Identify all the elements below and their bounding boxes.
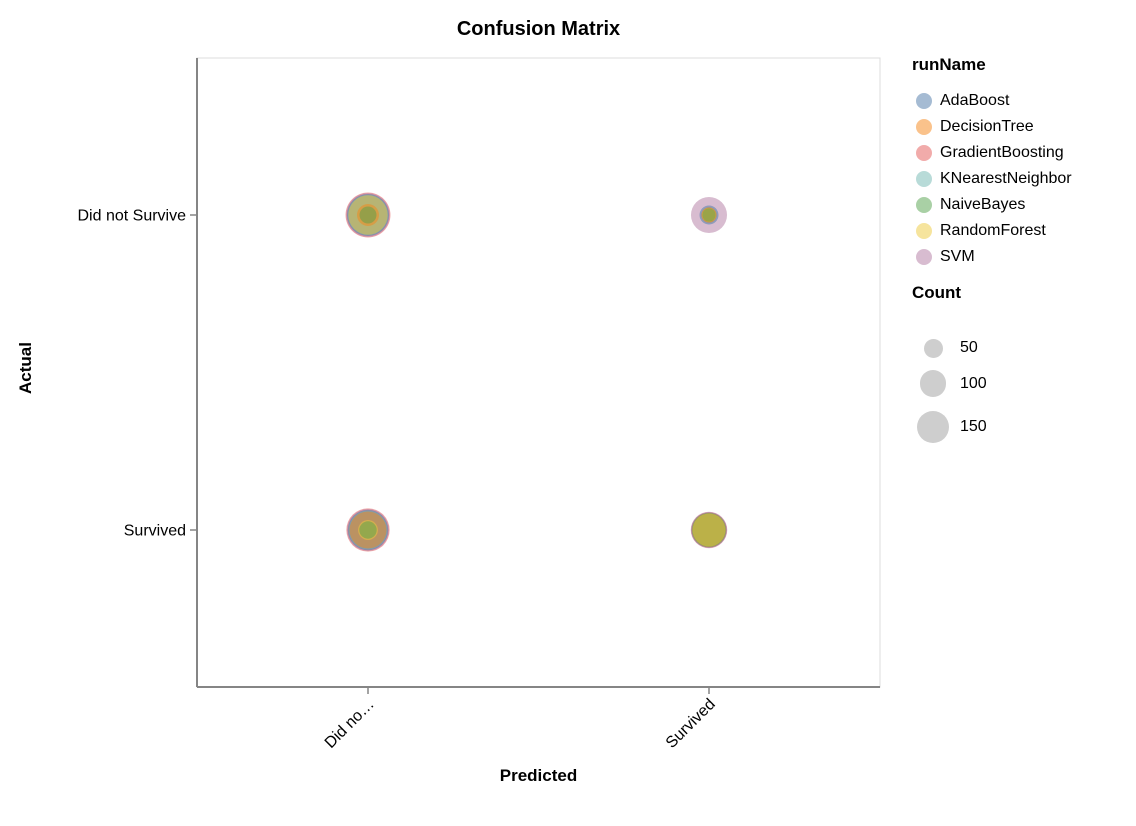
- legend-item-label: KNearestNeighbor: [940, 170, 1072, 187]
- x-tick-label: Did no…: [322, 696, 378, 752]
- color-legend: runName AdaBoost DecisionTree GradientBoos…: [912, 55, 1072, 270]
- legend-swatch-icon: [916, 171, 932, 187]
- bubble-randomforest: [692, 513, 726, 547]
- legend-item-knearestneighbor: KNearestNeighbor: [912, 166, 1072, 192]
- legend-item-label: NaiveBayes: [940, 196, 1026, 213]
- size-legend: Count 50 100 150: [912, 283, 1122, 453]
- color-legend-items: AdaBoost DecisionTree GradientBoosting KNea…: [912, 88, 1072, 270]
- bubble-naivebayes: [359, 206, 377, 224]
- legend-swatch-icon: [916, 249, 932, 265]
- y-axis-title: Actual: [16, 342, 35, 394]
- size-legend-label: 150: [960, 418, 987, 435]
- size-legend-symbol: [923, 338, 943, 358]
- legend-item-svm: SVM: [912, 244, 1072, 270]
- size-legend-symbol: [919, 370, 947, 397]
- legend-item-label: AdaBoost: [940, 92, 1010, 109]
- chart-title: Confusion Matrix: [456, 18, 621, 40]
- color-legend-title: runName: [912, 55, 986, 74]
- legend-swatch-icon: [916, 145, 932, 161]
- y-tick-label: Did not Survive: [78, 208, 187, 225]
- legend-swatch-icon: [916, 223, 932, 239]
- plot-frame: [196, 57, 881, 688]
- legend-swatch-icon: [916, 197, 932, 213]
- legend-swatch-icon: [916, 93, 932, 109]
- legend-item-label: DecisionTree: [940, 118, 1034, 135]
- legend-item-decisiontree: DecisionTree: [912, 114, 1072, 140]
- bubble-naivebayes: [702, 208, 716, 222]
- size-legend-symbol: [916, 410, 950, 444]
- size-legend-title: Count: [912, 283, 962, 302]
- x-axis-title: Predicted: [499, 766, 578, 785]
- size-legend-label: 100: [960, 374, 987, 392]
- legend-item-randomforest: RandomForest: [912, 218, 1072, 244]
- legend-item-label: GradientBoosting: [940, 144, 1064, 161]
- x-tick-label: Survived: [663, 696, 719, 752]
- legend-swatch-icon: [916, 119, 932, 135]
- size-legend-items: 50 100 150: [912, 303, 1122, 453]
- legend-item-gradientboosting: GradientBoosting: [912, 140, 1072, 166]
- legend-item-label: RandomForest: [940, 222, 1046, 239]
- bubble-naivebayes: [359, 521, 377, 539]
- y-tick-label: Survived: [124, 523, 186, 540]
- legend-item-label: SVM: [940, 248, 975, 265]
- legend-item-adaboost: AdaBoost: [912, 88, 1072, 114]
- legend-item-naivebayes: NaiveBayes: [912, 192, 1072, 218]
- size-legend-label: 50: [960, 339, 978, 356]
